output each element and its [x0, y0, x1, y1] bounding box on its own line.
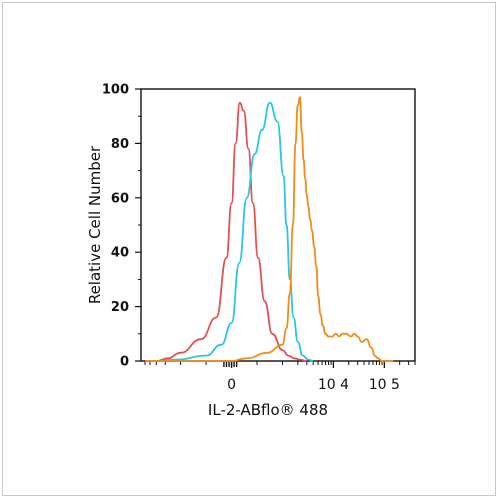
- histogram-series-1: [156, 101, 307, 362]
- histogram-series-2: [156, 101, 314, 362]
- x-tick-label: 10 5: [369, 377, 400, 393]
- y-axis-ticks: 0 20 40 60 80 100: [102, 83, 141, 370]
- figure-frame: 0 20 40 60 80 100 0 10 4 10 5 Relative Cell Num…: [2, 2, 496, 496]
- x-tick-label: 0: [227, 377, 236, 393]
- y-tick-label: 0: [120, 355, 129, 370]
- x-tick-label: 10 4: [318, 377, 349, 393]
- y-axis-title: Relative Cell Number: [86, 145, 104, 304]
- histogram-series-3: [145, 96, 394, 362]
- y-tick-label: 40: [111, 246, 129, 261]
- series-layer: [145, 96, 394, 362]
- y-tick-label: 100: [102, 83, 129, 98]
- x-axis-ticks: 0 10 4 10 5: [144, 361, 416, 393]
- y-tick-label: 80: [111, 137, 129, 152]
- histogram-chart: 0 20 40 60 80 100 0 10 4 10 5 Relative Cell Num…: [86, 83, 416, 419]
- y-tick-label: 20: [111, 300, 129, 315]
- y-tick-label: 60: [111, 191, 129, 206]
- plot-area-border: [140, 88, 416, 362]
- x-axis-title: IL-2-ABflo® 488: [208, 401, 328, 419]
